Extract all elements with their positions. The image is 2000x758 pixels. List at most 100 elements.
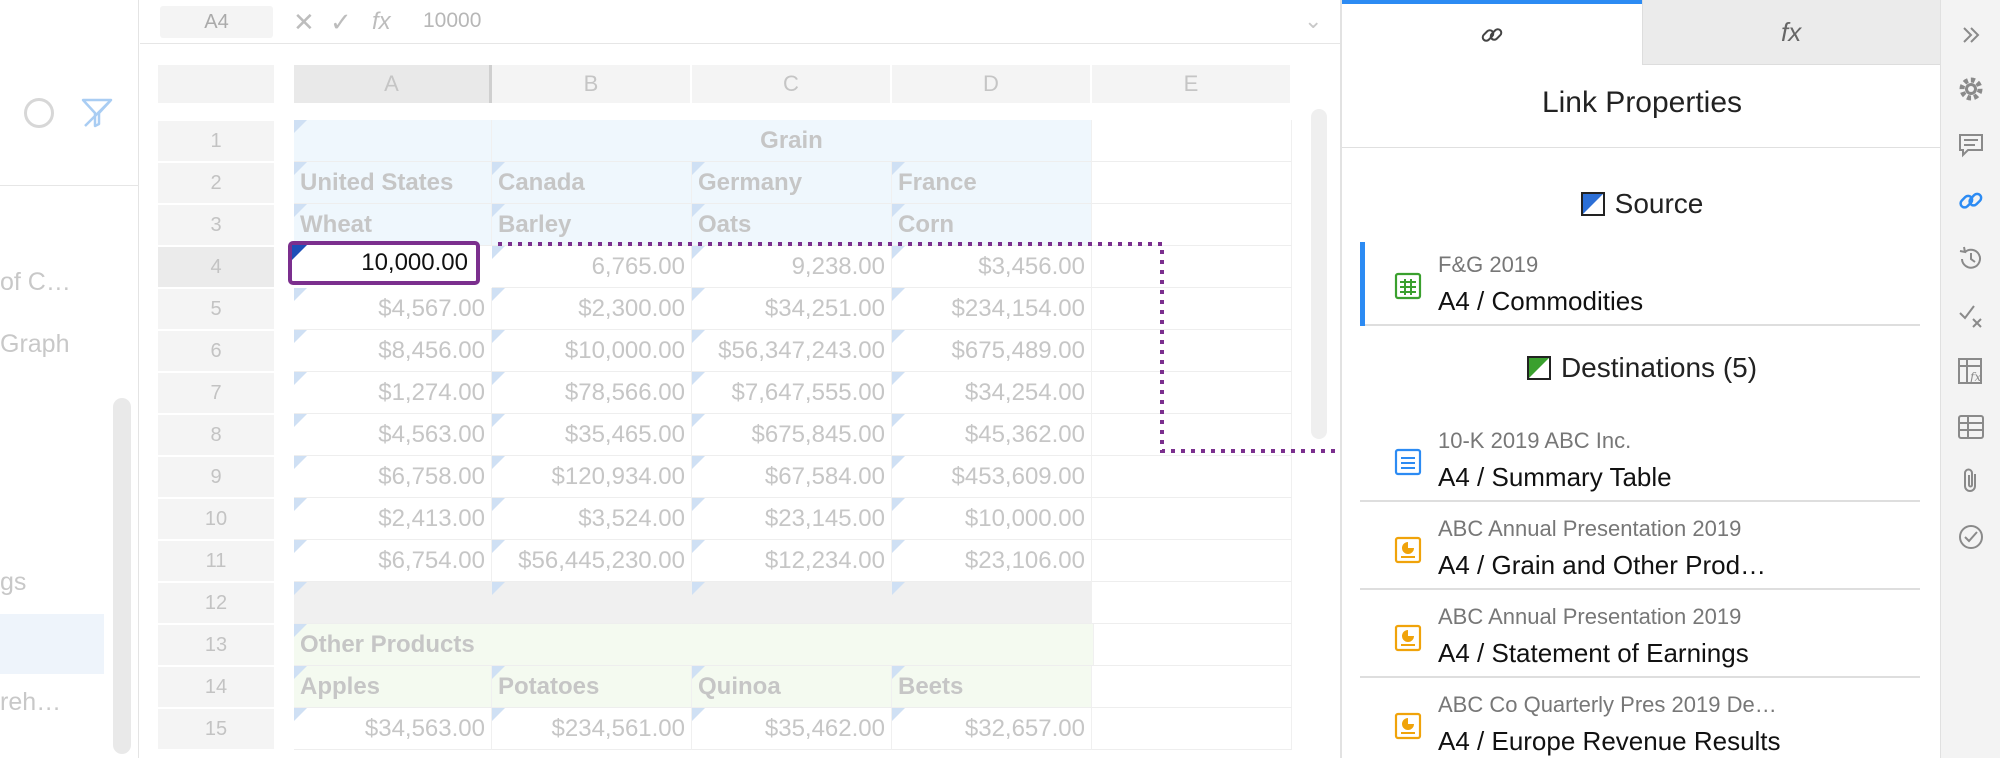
collapse-icon[interactable]	[1956, 20, 1986, 50]
cell-c6[interactable]: $56,347,243.00	[692, 330, 892, 372]
cell-a9[interactable]: $6,758.00	[294, 456, 492, 498]
history-icon[interactable]	[1956, 244, 1986, 274]
sidebar-item-selected[interactable]	[0, 614, 104, 674]
cell-c8[interactable]: $675,845.00	[692, 414, 892, 456]
cell-e1[interactable]	[1092, 120, 1292, 162]
cell-c4[interactable]: 9,238.00	[692, 246, 892, 288]
cell-d4[interactable]: $3,456.00	[892, 246, 1092, 288]
row-header-9[interactable]: 9	[158, 457, 274, 497]
row-header-2[interactable]: 2	[158, 163, 274, 203]
check-circle-icon[interactable]	[1956, 522, 1986, 552]
row-header-5[interactable]: 5	[158, 289, 274, 329]
row-header-15[interactable]: 15	[158, 709, 274, 749]
cell-b8[interactable]: $35,465.00	[492, 414, 692, 456]
select-all-corner[interactable]	[158, 65, 274, 103]
cell-e14[interactable]	[1092, 666, 1292, 708]
cell-c12[interactable]	[692, 582, 892, 624]
cell-e15[interactable]	[1092, 708, 1292, 750]
active-cell-a4[interactable]: 10,000.00	[288, 241, 480, 285]
cancel-icon[interactable]: ✕	[293, 7, 315, 37]
cell-d15[interactable]: $32,657.00	[892, 708, 1092, 750]
cell-b4[interactable]: 6,765.00	[492, 246, 692, 288]
cell-d6[interactable]: $675,489.00	[892, 330, 1092, 372]
cell-b3[interactable]: Barley	[492, 204, 692, 246]
cell-e11[interactable]	[1092, 540, 1292, 582]
cell-b10[interactable]: $3,524.00	[492, 498, 692, 540]
confirm-icon[interactable]: ✓	[330, 7, 352, 37]
cell-b12[interactable]	[492, 582, 692, 624]
cell-b5[interactable]: $2,300.00	[492, 288, 692, 330]
circle-icon[interactable]	[24, 98, 54, 128]
sidebar-item[interactable]: of C…	[0, 268, 71, 296]
cell-d8[interactable]: $45,362.00	[892, 414, 1092, 456]
column-header-c[interactable]: C	[692, 65, 892, 103]
tab-formula[interactable]: fx	[1642, 0, 1942, 65]
row-header-8[interactable]: 8	[158, 415, 274, 455]
cell-c3[interactable]: Oats	[692, 204, 892, 246]
cell-a5[interactable]: $4,567.00	[294, 288, 492, 330]
cell-d10[interactable]: $10,000.00	[892, 498, 1092, 540]
cell-c11[interactable]: $12,234.00	[692, 540, 892, 582]
cell-c5[interactable]: $34,251.00	[692, 288, 892, 330]
cell-grain-header[interactable]: Grain	[492, 120, 1092, 162]
cell-c15[interactable]: $35,462.00	[692, 708, 892, 750]
table-icon[interactable]	[1956, 412, 1986, 442]
cell-d3[interactable]: Corn	[892, 204, 1092, 246]
comment-icon[interactable]	[1956, 130, 1986, 160]
cell-e2[interactable]	[1092, 162, 1292, 204]
cell-a6[interactable]: $8,456.00	[294, 330, 492, 372]
column-header-d[interactable]: D	[892, 65, 1092, 103]
grid-scrollbar[interactable]	[1311, 109, 1327, 439]
cell-c9[interactable]: $67,584.00	[692, 456, 892, 498]
cell-e5[interactable]	[1092, 288, 1292, 330]
cell-d7[interactable]: $34,254.00	[892, 372, 1092, 414]
chevron-down-icon[interactable]: ⌄	[1304, 8, 1323, 33]
cell-a7[interactable]: $1,274.00	[294, 372, 492, 414]
cell-d9[interactable]: $453,609.00	[892, 456, 1092, 498]
cell-a8[interactable]: $4,563.00	[294, 414, 492, 456]
row-header-13[interactable]: 13	[158, 625, 274, 665]
row-header-3[interactable]: 3	[158, 205, 274, 245]
sidebar-scrollbar[interactable]	[113, 398, 131, 754]
cell-b6[interactable]: $10,000.00	[492, 330, 692, 372]
cell-e13[interactable]	[1092, 624, 1292, 666]
tickmark-icon[interactable]	[1956, 300, 1986, 330]
cell-e7[interactable]	[1092, 372, 1292, 414]
cell-c2[interactable]: Germany	[692, 162, 892, 204]
cell-b14[interactable]: Potatoes	[492, 666, 692, 708]
row-header-14[interactable]: 14	[158, 667, 274, 707]
tab-link[interactable]	[1342, 0, 1642, 65]
cell-e3[interactable]	[1092, 204, 1292, 246]
cell-d14[interactable]: Beets	[892, 666, 1092, 708]
column-header-a[interactable]: A	[294, 65, 492, 103]
attachment-icon[interactable]	[1956, 466, 1986, 496]
row-header-10[interactable]: 10	[158, 499, 274, 539]
cell-a14[interactable]: Apples	[294, 666, 492, 708]
cell-reference-box[interactable]: A4	[160, 6, 273, 38]
formula-input[interactable]: 10000	[423, 9, 482, 32]
column-header-b[interactable]: B	[492, 65, 692, 103]
cell-a11[interactable]: $6,754.00	[294, 540, 492, 582]
cell-d2[interactable]: France	[892, 162, 1092, 204]
row-header-7[interactable]: 7	[158, 373, 274, 413]
link-icon[interactable]	[1956, 186, 1986, 216]
source-item[interactable]: F&G 2019 A4 / Commodities	[1360, 242, 1920, 326]
row-header-1[interactable]: 1	[158, 121, 274, 161]
cell-c14[interactable]: Quinoa	[692, 666, 892, 708]
cell-d5[interactable]: $234,154.00	[892, 288, 1092, 330]
sidebar-item[interactable]: reh…	[0, 688, 62, 716]
cell-b11[interactable]: $56,445,230.00	[492, 540, 692, 582]
filter-icon[interactable]	[80, 96, 114, 130]
cell-d11[interactable]: $23,106.00	[892, 540, 1092, 582]
cell-a12[interactable]	[294, 582, 492, 624]
destination-item[interactable]: ABC Co Quarterly Pres 2019 De… A4 / Europ…	[1360, 682, 1920, 758]
cell-c7[interactable]: $7,647,555.00	[692, 372, 892, 414]
cell-e10[interactable]	[1092, 498, 1292, 540]
destination-item[interactable]: 10-K 2019 ABC Inc. A4 / Summary Table	[1360, 418, 1920, 502]
cell-a1[interactable]	[294, 120, 492, 162]
cell-other-products-header[interactable]: Other Products	[294, 624, 1094, 666]
row-header-12[interactable]: 12	[158, 583, 274, 623]
cell-e12[interactable]	[1092, 582, 1292, 624]
cell-a3[interactable]: Wheat	[294, 204, 492, 246]
cell-e4[interactable]	[1092, 246, 1292, 288]
